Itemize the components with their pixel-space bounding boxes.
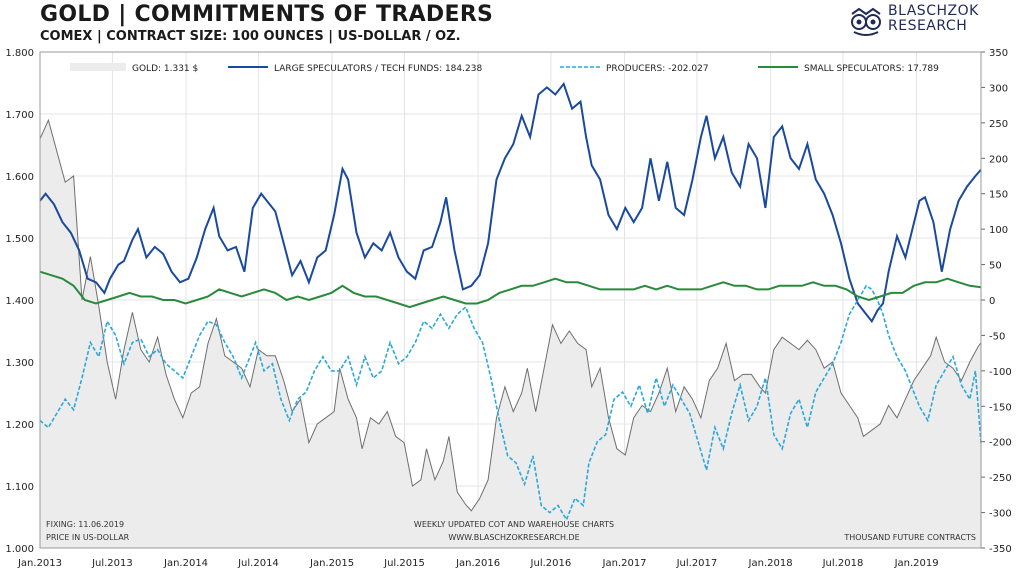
x-tick-label: Jan.2014 xyxy=(163,558,208,569)
y-left-tick-label: 1.600 xyxy=(5,172,34,183)
large-speculators-line xyxy=(39,81,982,324)
gold-price-line xyxy=(39,118,982,512)
x-tick-label: Jul.2016 xyxy=(530,558,572,569)
brand-logo: BLASCHZOK RESEARCH xyxy=(848,4,998,40)
logo-wordmark: BLASCHZOK RESEARCH xyxy=(888,4,979,34)
price-unit-note: PRICE IN US-DOLLAR xyxy=(46,533,130,542)
y-right-tick-label: 150 xyxy=(989,190,1008,201)
owl-logo-icon xyxy=(851,7,881,36)
legend: GOLD: 1.331 $ LARGE SPECULATORS / TECH FU… xyxy=(70,63,939,74)
contracts-unit-note: THOUSAND FUTURE CONTRACTS xyxy=(843,533,976,542)
x-tick-label: Jan.2018 xyxy=(748,558,793,569)
y-left-tick-label: 1.000 xyxy=(5,544,34,555)
axes: 1.000 1.100 1.200 1.300 1.400 1.500 1.600 1.700… xyxy=(5,48,1011,569)
y-right-tick-label: -350 xyxy=(989,544,1012,555)
y-right-tick-label: 50 xyxy=(989,261,1002,272)
y-right-tick-label: -150 xyxy=(989,402,1012,413)
plot-border xyxy=(39,51,982,549)
producers-line xyxy=(39,284,982,522)
x-tick-label: Jul.2018 xyxy=(822,558,864,569)
legend-gold-label: GOLD: 1.331 $ xyxy=(132,64,198,74)
x-tick-label: Jan.2019 xyxy=(894,558,939,569)
legend-gold-swatch xyxy=(70,63,126,71)
y-left-tick-label: 1.800 xyxy=(5,48,34,59)
legend-producers-label: PRODUCERS: -202.027 xyxy=(606,64,709,74)
y-right-tick-label: -50 xyxy=(989,331,1005,342)
y-right-tick-label: 100 xyxy=(989,225,1008,236)
x-tick-label: Jan.2016 xyxy=(455,558,500,569)
x-tick-label: Jan.2015 xyxy=(309,558,354,569)
y-left-tick-label: 1.500 xyxy=(5,234,34,245)
y-right-tick-label: -100 xyxy=(989,367,1012,378)
y-right-tick-label: 200 xyxy=(989,154,1008,165)
small-speculators-line xyxy=(39,270,982,309)
fixing-note: FIXING: 11.06.2019 xyxy=(46,520,124,529)
legend-small-speculators-label: SMALL SPECULATORS: 17.789 xyxy=(804,64,939,74)
legend-large-speculators-label: LARGE SPECULATORS / TECH FUNDS: 184.238 xyxy=(274,64,482,74)
y-left-tick-label: 1.400 xyxy=(5,296,34,307)
y-left-tick-label: 1.300 xyxy=(5,358,34,369)
logo-line-2: RESEARCH xyxy=(888,18,968,34)
logo-line-1: BLASCHZOK xyxy=(888,3,979,19)
x-tick-label: Jul.2013 xyxy=(91,558,133,569)
weekly-updated-note: WEEKLY UPDATED COT AND WAREHOUSE CHARTS xyxy=(414,520,614,529)
series-area xyxy=(39,81,982,548)
y-right-tick-label: 300 xyxy=(989,83,1008,94)
x-tick-label: Jul.2015 xyxy=(383,558,425,569)
footer-notes: FIXING: 11.06.2019 PRICE IN US-DOLLAR WE… xyxy=(46,520,976,542)
y-left-tick-label: 1.100 xyxy=(5,482,34,493)
y-right-tick-label: 250 xyxy=(989,119,1008,130)
chart-title: GOLD | COMMITMENTS OF TRADERS xyxy=(40,2,494,27)
y-right-tick-label: 0 xyxy=(989,296,995,307)
x-tick-label: Jul.2017 xyxy=(676,558,718,569)
y-right-tick-label: 350 xyxy=(989,48,1008,59)
y-right-tick-label: -200 xyxy=(989,438,1012,449)
gold-price-area xyxy=(40,120,981,548)
chart-subtitle: COMEX | CONTRACT SIZE: 100 OUNCES | US-D… xyxy=(40,29,461,44)
x-tick-label: Jan.2017 xyxy=(602,558,647,569)
y-left-tick-label: 1.200 xyxy=(5,420,34,431)
website-note: WWW.BLASCHZOKRESEARCH.DE xyxy=(448,533,579,542)
y-right-tick-label: -250 xyxy=(989,473,1012,484)
y-right-tick-label: -300 xyxy=(989,509,1012,520)
x-tick-label: Jan.2013 xyxy=(17,558,62,569)
x-tick-label: Jul.2014 xyxy=(237,558,279,569)
y-left-tick-label: 1.700 xyxy=(5,110,34,121)
